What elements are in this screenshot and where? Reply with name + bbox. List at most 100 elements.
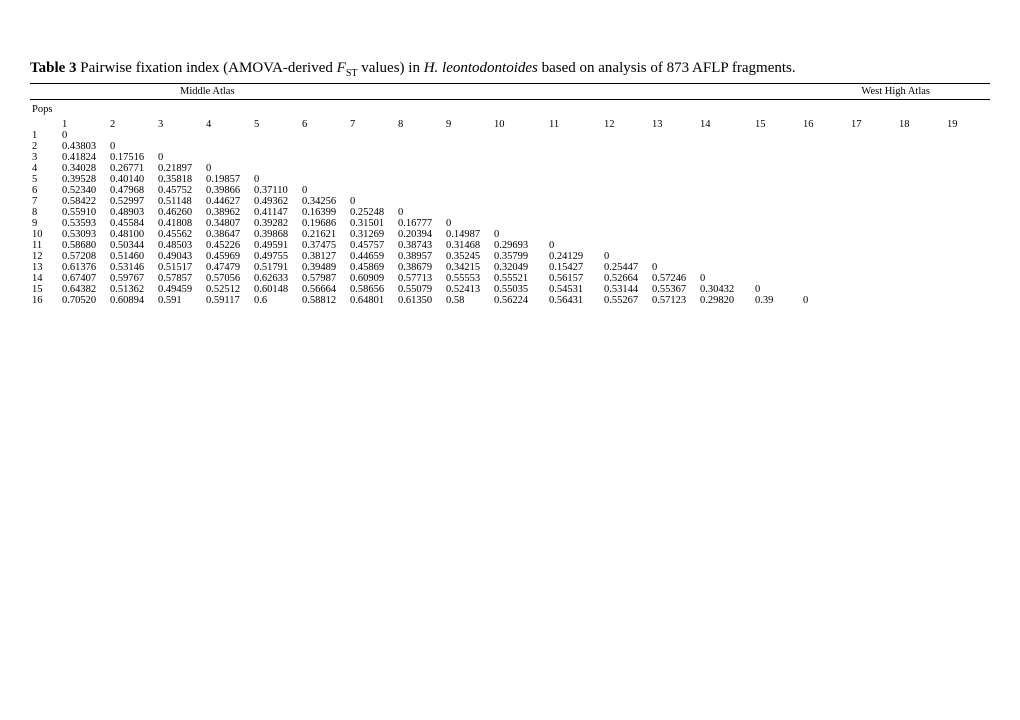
- fst-cell: 0.37110: [252, 185, 300, 196]
- fst-cell: 0.38127: [300, 251, 348, 262]
- fst-cell: 0.61376: [60, 262, 108, 273]
- fst-cell: [849, 196, 897, 207]
- fst-cell: 0: [252, 174, 300, 185]
- fst-cell: 0.45226: [204, 240, 252, 251]
- fst-cell: [650, 185, 698, 196]
- fst-cell: [300, 152, 348, 163]
- fst-cell: [753, 130, 801, 141]
- fst-cell: [753, 163, 801, 174]
- fst-cell: [602, 163, 650, 174]
- fst-cell: [945, 251, 993, 262]
- fst-cell: [492, 218, 547, 229]
- fst-cell: 0.21897: [156, 163, 204, 174]
- fst-cell: [753, 229, 801, 240]
- fst-cell: 0.45752: [156, 185, 204, 196]
- fst-cell: 0.34807: [204, 218, 252, 229]
- fst-cell: 0.53093: [60, 229, 108, 240]
- fst-cell: 0.55035: [492, 284, 547, 295]
- column-header: 6: [300, 119, 348, 130]
- fst-cell: [753, 196, 801, 207]
- fst-cell: [444, 130, 492, 141]
- row-pop-label: 3: [30, 152, 60, 163]
- fst-cell: 0.45757: [348, 240, 396, 251]
- fst-cell: 0.55910: [60, 207, 108, 218]
- fst-cell: 0.57987: [300, 273, 348, 284]
- fst-cell: 0.30432: [698, 284, 753, 295]
- fst-cell: 0.56664: [300, 284, 348, 295]
- fst-cell: 0.56157: [547, 273, 602, 284]
- fst-table: Pops 12345678910111213141516171819 1020.…: [30, 102, 993, 306]
- fst-cell: [650, 240, 698, 251]
- fst-cell: [300, 130, 348, 141]
- fst-cell: 0.19857: [204, 174, 252, 185]
- fst-cell: 0.35245: [444, 251, 492, 262]
- fst-cell: [801, 196, 849, 207]
- fst-cell: 0: [60, 130, 108, 141]
- fst-cell: 0.57056: [204, 273, 252, 284]
- fst-cell: [945, 273, 993, 284]
- fst-cell: [444, 141, 492, 152]
- fst-cell: 0.38679: [396, 262, 444, 273]
- fst-cell: [849, 240, 897, 251]
- fst-cell: 0.49755: [252, 251, 300, 262]
- fst-cell: 0.39282: [252, 218, 300, 229]
- table-number: Table 3: [30, 60, 77, 76]
- fst-cell: [348, 163, 396, 174]
- fst-cell: [492, 207, 547, 218]
- fst-cell: [897, 185, 945, 196]
- fst-cell: 0.58680: [60, 240, 108, 251]
- fst-cell: [945, 284, 993, 295]
- fst-cell: [444, 163, 492, 174]
- fst-cell: 0.52997: [108, 196, 156, 207]
- fst-cell: 0.38647: [204, 229, 252, 240]
- fst-cell: [698, 174, 753, 185]
- table-row: 50.395280.401400.358180.198570: [30, 174, 993, 185]
- fst-cell: [801, 284, 849, 295]
- fst-cell: 0: [204, 163, 252, 174]
- fst-cell: [650, 196, 698, 207]
- fst-cell: 0.64801: [348, 295, 396, 306]
- fst-cell: 0.31501: [348, 218, 396, 229]
- fst-cell: 0.29820: [698, 295, 753, 306]
- fst-cell: 0.52664: [602, 273, 650, 284]
- fst-cell: [698, 130, 753, 141]
- fst-cell: 0.39868: [252, 229, 300, 240]
- table-row: 150.643820.513620.494590.525120.601480.5…: [30, 284, 993, 295]
- fst-cell: [348, 152, 396, 163]
- fst-cell: 0.49362: [252, 196, 300, 207]
- fst-cell: 0.70520: [60, 295, 108, 306]
- fst-cell: [444, 152, 492, 163]
- fst-cell: [547, 218, 602, 229]
- fst-cell: [698, 240, 753, 251]
- fst-cell: 0.14987: [444, 229, 492, 240]
- fst-cell: [252, 141, 300, 152]
- column-header: 3: [156, 119, 204, 130]
- fst-cell: [897, 284, 945, 295]
- fst-cell: [348, 174, 396, 185]
- fst-cell: [156, 141, 204, 152]
- pops-label: Pops: [30, 102, 60, 119]
- fst-cell: 0.55367: [650, 284, 698, 295]
- table-row: 120.572080.514600.490430.459690.497550.3…: [30, 251, 993, 262]
- fst-cell: 0.45969: [204, 251, 252, 262]
- fst-cell: [801, 273, 849, 284]
- table-body: 1020.43803030.418240.17516040.340280.267…: [30, 130, 993, 306]
- fst-cell: [698, 229, 753, 240]
- fst-cell: [849, 251, 897, 262]
- fst-cell: 0.6: [252, 295, 300, 306]
- fst-cell: 0.53146: [108, 262, 156, 273]
- fst-cell: [897, 295, 945, 306]
- caption-F: F: [337, 60, 346, 76]
- fst-cell: [698, 251, 753, 262]
- fst-cell: [849, 141, 897, 152]
- fst-cell: 0.47479: [204, 262, 252, 273]
- table-row: 70.584220.529970.511480.446270.493620.34…: [30, 196, 993, 207]
- fst-cell: [945, 229, 993, 240]
- fst-cell: 0.58: [444, 295, 492, 306]
- fst-cell: 0.53144: [602, 284, 650, 295]
- row-pop-label: 12: [30, 251, 60, 262]
- fst-cell: 0.49043: [156, 251, 204, 262]
- fst-cell: 0: [108, 141, 156, 152]
- fst-cell: 0.54531: [547, 284, 602, 295]
- fst-cell: 0.61350: [396, 295, 444, 306]
